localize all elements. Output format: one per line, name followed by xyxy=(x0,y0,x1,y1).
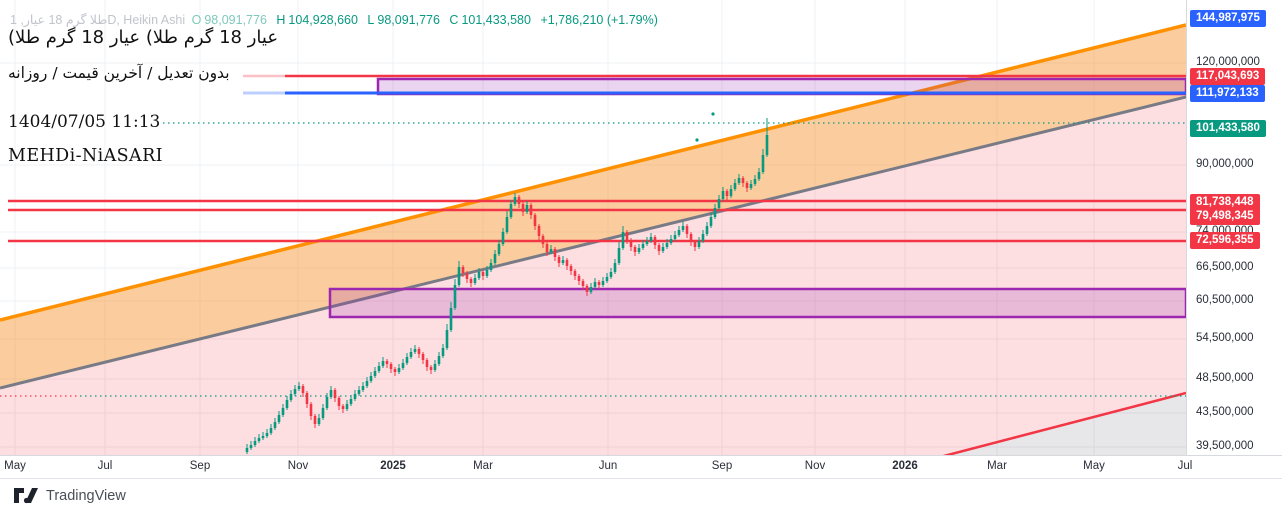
legend-low: L 98,091,776 xyxy=(367,13,440,27)
datetime-annotation: 1404/07/05 11:13 xyxy=(8,112,161,132)
time-axis-tick: Sep xyxy=(189,460,211,472)
tradingview-brand-text: TradingView xyxy=(46,487,126,504)
time-axis-tick: Sep xyxy=(711,460,733,472)
price-axis-tick: 48,500,000 xyxy=(1196,372,1254,384)
time-axis-tick: 2026 xyxy=(892,460,918,472)
legend-high: H 104,928,660 xyxy=(276,13,358,27)
price-badge: 101,433,580 xyxy=(1190,120,1266,137)
price-badge: 144,987,975 xyxy=(1190,10,1266,27)
watermark-symbol-text: عیار 18 گرم طلا) عیار 18 گرم طلا) xyxy=(8,27,279,48)
time-axis-tick: Jul xyxy=(97,460,113,472)
author-signature: MEHDi-NiASARI xyxy=(8,146,163,166)
price-axis-tick: 120,000,000 xyxy=(1196,56,1260,68)
attribution-bar: TradingView xyxy=(0,478,1282,515)
price-axis-tick: 90,000,000 xyxy=(1196,158,1254,170)
time-axis-labels: May Jul Sep Nov 2025 Mar Jun Sep Nov 2026 Mar May Ju… xyxy=(0,456,1193,478)
time-axis[interactable]: May Jul Sep Nov 2025 Mar Jun Sep Nov 2026 Mar May Ju… xyxy=(0,455,1282,478)
time-axis-tick: Jun xyxy=(598,460,618,472)
time-axis-tick: Nov xyxy=(804,460,826,472)
price-badge: 81,738,448 xyxy=(1190,194,1260,211)
watermark-subtitle-text: بدون تعدیل / آخرین قیمت / روزانه xyxy=(8,64,230,82)
price-axis-tick: 66,500,000 xyxy=(1196,261,1254,273)
price-axis-tick: 60,500,000 xyxy=(1196,294,1254,306)
price-badge: 111,972,133 xyxy=(1190,85,1265,102)
price-axis[interactable]: 120,000,000 90,000,000 74,000,000 66,500,00… xyxy=(1186,0,1282,455)
chart-canvas[interactable] xyxy=(0,0,1186,455)
legend-open: O 98,091,776 xyxy=(191,13,267,27)
time-axis-tick: May xyxy=(4,460,26,472)
price-axis-tick: 43,500,000 xyxy=(1196,406,1254,418)
time-axis-tick: Mar xyxy=(473,460,493,472)
price-axis-tick: 54,500,000 xyxy=(1196,332,1254,344)
tradingview-logo-icon xyxy=(14,488,38,504)
legend-change: +1,786,210 (+1.79%) xyxy=(540,13,658,27)
tradingview-link[interactable]: TradingView xyxy=(14,487,126,504)
chart-legend[interactable]: طلا گرم 18 عیار, 1D, Heikin Ashi O 98,091… xyxy=(10,12,661,27)
time-axis-tick: Nov xyxy=(287,460,309,472)
chart-plot-area[interactable]: طلا گرم 18 عیار, 1D, Heikin Ashi O 98,091… xyxy=(0,0,1186,455)
price-badge: 117,043,693 xyxy=(1190,68,1266,85)
price-badge: 79,498,345 xyxy=(1190,208,1260,225)
time-axis-tick: May xyxy=(1083,460,1105,472)
legend-symbol-title[interactable]: طلا گرم 18 عیار, 1D, Heikin Ashi xyxy=(10,13,186,27)
legend-close: C 101,433,580 xyxy=(449,13,531,27)
time-axis-tick: Mar xyxy=(987,460,1007,472)
price-axis-tick: 39,500,000 xyxy=(1196,440,1254,452)
price-badge: 72,596,355 xyxy=(1190,232,1260,249)
time-axis-tick: 2025 xyxy=(380,460,406,472)
time-axis-tick: Jul xyxy=(1177,460,1193,472)
